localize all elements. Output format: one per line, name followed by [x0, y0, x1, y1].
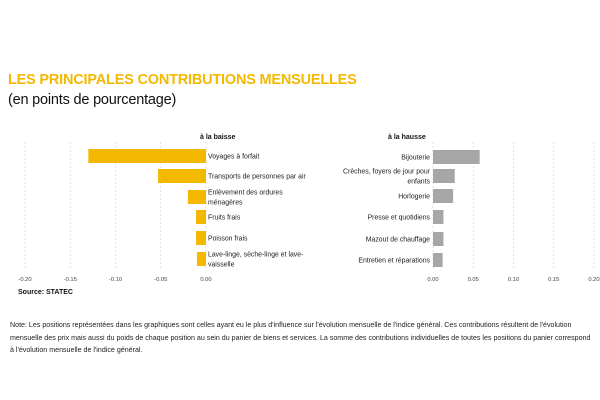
category-label-baisse: Lave-linge, sèche-linge et lave- — [208, 252, 303, 259]
category-label-baisse: Fruits frais — [208, 215, 241, 222]
x-tick-label-baisse: -0.15 — [64, 277, 77, 283]
bar-baisse — [88, 149, 206, 163]
category-label-baisse: Enlèvement des ordures — [208, 190, 283, 197]
bar-hausse — [433, 150, 480, 164]
category-label-baisse: Voyages à forfait — [208, 154, 259, 161]
bar-hausse — [433, 189, 454, 203]
x-tick-label-baisse: 0.00 — [200, 277, 211, 283]
bar-baisse — [196, 252, 206, 266]
bar-baisse — [158, 169, 206, 183]
category-label-hausse: Entretien et réparations — [358, 258, 430, 265]
x-tick-label-baisse: -0.05 — [154, 277, 167, 283]
panel-title-hausse: à la hausse — [388, 134, 426, 141]
source-label: Source: STATEC — [18, 289, 73, 296]
category-label-hausse: Crèches, foyers de jour pour — [343, 169, 431, 176]
x-tick-label-baisse: -0.20 — [18, 277, 31, 283]
x-tick-label-hausse: 0.20 — [588, 277, 599, 283]
panel-title-baisse: à la baisse — [200, 134, 236, 141]
bar-hausse — [433, 232, 444, 246]
category-label-baisse: Transports de personnes par air — [208, 174, 306, 181]
bar-hausse — [433, 210, 444, 224]
category-label-hausse: Presse et quotidiens — [368, 215, 431, 222]
category-label-baisse: ménagères — [208, 200, 243, 207]
bar-hausse — [433, 169, 455, 183]
category-label-baisse: Poisson frais — [208, 236, 248, 243]
chart-title: LES PRINCIPALES CONTRIBUTIONS MENSUELLES — [8, 72, 357, 88]
category-label-hausse: enfants — [407, 179, 430, 186]
x-tick-label-hausse: 0.05 — [468, 277, 479, 283]
chart-subtitle: (en points de pourcentage) — [8, 92, 177, 108]
bar-baisse — [196, 231, 206, 245]
category-label-hausse: Bijouterie — [401, 155, 430, 162]
bar-baisse — [187, 190, 206, 204]
footnote: Note: Les positions représentées dans le… — [10, 321, 591, 355]
bar-baisse — [196, 210, 206, 224]
category-label-hausse: Mazout de chauffage — [366, 237, 430, 244]
x-tick-label-hausse: 0.15 — [548, 277, 559, 283]
x-tick-label-hausse: 0.10 — [508, 277, 519, 283]
category-label-hausse: Horlogerie — [398, 194, 430, 201]
category-label-baisse: vaisselle — [208, 262, 235, 269]
bar-hausse — [433, 253, 443, 267]
x-tick-label-hausse: 0.00 — [427, 277, 438, 283]
x-tick-label-baisse: -0.10 — [109, 277, 122, 283]
